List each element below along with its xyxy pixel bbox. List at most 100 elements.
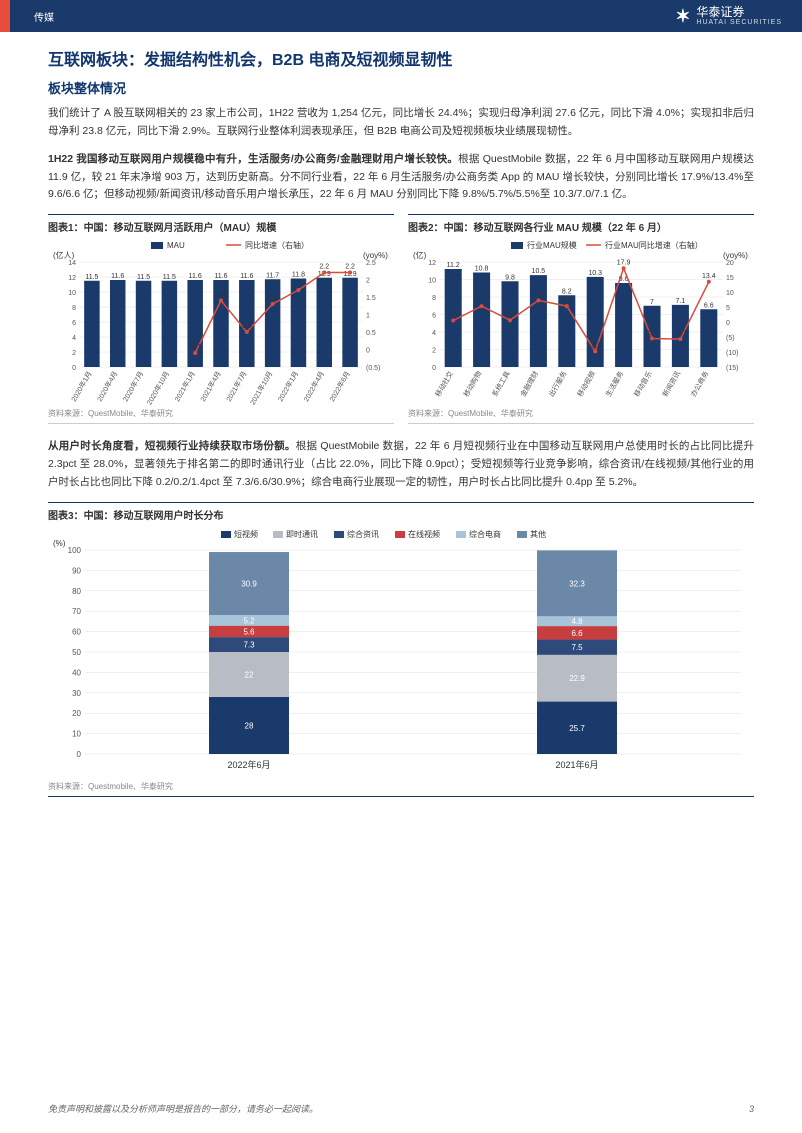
svg-text:10.3: 10.3: [588, 270, 602, 277]
svg-text:移动购物: 移动购物: [462, 370, 484, 399]
svg-text:40: 40: [72, 668, 81, 677]
svg-text:14: 14: [68, 260, 76, 267]
header-accent: [0, 0, 10, 32]
svg-text:20: 20: [72, 709, 81, 718]
svg-text:4: 4: [72, 335, 76, 342]
svg-text:11.6: 11.6: [111, 273, 124, 280]
content: 互联网板块：发掘结构性机会，B2B 电商及短视频显韧性 板块整体情况 我们统计了…: [0, 32, 802, 797]
svg-text:0: 0: [77, 750, 82, 759]
svg-text:(10): (10): [726, 350, 738, 357]
svg-text:10: 10: [726, 290, 734, 297]
svg-text:综合电商: 综合电商: [469, 529, 501, 539]
svg-text:2021年4月: 2021年4月: [198, 370, 223, 403]
svg-text:20: 20: [726, 260, 734, 267]
svg-text:2020年10月: 2020年10月: [145, 370, 171, 406]
svg-text:系统工具: 系统工具: [490, 370, 512, 399]
svg-text:2022年6月: 2022年6月: [227, 759, 270, 770]
svg-text:-5.5: -5.5: [646, 330, 658, 337]
header-bar: 传媒 ✶ 华泰证券 HUATAI SECURITIES: [0, 0, 802, 32]
svg-text:11.8: 11.8: [292, 272, 305, 279]
svg-text:2020年7月: 2020年7月: [121, 370, 146, 403]
svg-text:0: 0: [72, 365, 76, 372]
svg-text:2020年1月: 2020年1月: [69, 370, 94, 403]
svg-text:2021年6月: 2021年6月: [555, 759, 598, 770]
svg-text:11.5: 11.5: [163, 274, 176, 281]
svg-text:同比增速（右轴）: 同比增速（右轴）: [245, 240, 309, 250]
disclaimer: 免责声明和披露以及分析师声明是报告的一部分，请务必一起阅读。: [48, 1102, 318, 1115]
brand-name: 华泰证券: [696, 6, 782, 19]
chart2-col: 图表2：中国：移动互联网各行业 MAU 规模（22 年 6 月） 行业MAU规模…: [408, 214, 754, 434]
svg-text:(yoy%): (yoy%): [723, 251, 748, 260]
chart1-source: 资料来源：QuestMobile、华泰研究: [48, 405, 394, 424]
chart2-source: 资料来源：QuestMobile、华泰研究: [408, 405, 754, 424]
svg-text:6.6: 6.6: [704, 302, 714, 309]
chart3-source: 资料来源：Questmobile、华泰研究: [48, 778, 754, 797]
svg-text:17.9: 17.9: [617, 260, 631, 267]
chart2: 行业MAU规模行业MAU同比增速（右轴）(亿)(yoy%)024681012(1…: [408, 240, 754, 405]
svg-text:(0.5): (0.5): [366, 365, 380, 372]
svg-text:70: 70: [72, 607, 81, 616]
svg-text:90: 90: [72, 566, 81, 575]
svg-text:MAU: MAU: [167, 241, 185, 250]
p3-lead: 从用户时长角度看，短视频行业持续获取市场份额。: [48, 440, 296, 452]
svg-text:1.4: 1.4: [216, 292, 226, 299]
svg-text:生活服务: 生活服务: [604, 370, 626, 399]
svg-text:1.7: 1.7: [294, 281, 304, 288]
chart-row-1: 图表1：中国：移动互联网月活跃用户（MAU）规模 MAU 同比增速（右轴） (亿人)…: [48, 214, 754, 434]
svg-text:5: 5: [726, 305, 730, 312]
chart2-title: 图表2：中国：移动互联网各行业 MAU 规模（22 年 6 月）: [408, 214, 754, 234]
svg-text:11.6: 11.6: [214, 273, 227, 280]
svg-text:11.6: 11.6: [189, 273, 202, 280]
svg-text:-9.8: -9.8: [589, 343, 601, 350]
svg-text:8: 8: [432, 295, 436, 302]
svg-text:1.5: 1.5: [366, 295, 376, 302]
svg-text:移动社交: 移动社交: [433, 370, 455, 399]
svg-text:7.5: 7.5: [571, 643, 583, 652]
svg-text:50: 50: [72, 648, 81, 657]
svg-text:5.3: 5.3: [562, 297, 572, 304]
svg-text:(亿人): (亿人): [53, 250, 75, 260]
svg-text:(5): (5): [726, 335, 735, 342]
svg-text:0.5: 0.5: [242, 323, 252, 330]
svg-text:0: 0: [726, 320, 730, 327]
svg-text:11.5: 11.5: [85, 274, 98, 281]
svg-text:22: 22: [245, 670, 254, 679]
chart2-title-text: 中国：移动互联网各行业 MAU 规模（22 年 6 月）: [444, 223, 667, 234]
svg-text:出行服务: 出行服务: [547, 370, 569, 399]
svg-text:6.6: 6.6: [571, 629, 583, 638]
svg-text:在线视频: 在线视频: [408, 529, 440, 539]
paragraph-3: 从用户时长角度看，短视频行业持续获取市场份额。根据 QuestMobile 数据…: [48, 438, 754, 492]
svg-text:2: 2: [72, 350, 76, 357]
chart1: MAU同比增速（右轴）(亿人)(yoy%)02468101214(0.5)00.…: [48, 240, 394, 405]
page: 传媒 ✶ 华泰证券 HUATAI SECURITIES 互联网板块：发掘结构性机…: [0, 0, 802, 1133]
svg-text:100: 100: [68, 546, 82, 555]
header-category: 传媒: [34, 9, 54, 24]
svg-text:0: 0: [432, 365, 436, 372]
subsection-title: 板块整体情况: [48, 78, 754, 97]
svg-text:综合资讯: 综合资讯: [347, 529, 379, 539]
svg-text:10.8: 10.8: [475, 266, 489, 273]
svg-text:金融理财: 金融理财: [518, 370, 540, 399]
svg-text:2021年1月: 2021年1月: [172, 370, 197, 403]
svg-text:8: 8: [72, 305, 76, 312]
chart1-title: 图表1：中国：移动互联网月活跃用户（MAU）规模: [48, 214, 394, 234]
p2-lead: 1H22 我国移动互联网用户规模稳中有升，生活服务/办公商务/金融理财用户增长较…: [48, 153, 458, 165]
svg-text:行业MAU同比增速（右轴）: 行业MAU同比增速（右轴）: [605, 240, 703, 250]
svg-text:60: 60: [72, 627, 81, 636]
svg-text:0.6: 0.6: [505, 311, 515, 318]
svg-text:10: 10: [68, 290, 76, 297]
svg-text:移动音乐: 移动音乐: [632, 370, 654, 399]
svg-text:2022年6月: 2022年6月: [327, 370, 352, 403]
logo-icon: ✶: [675, 6, 690, 27]
svg-text:短视频: 短视频: [234, 529, 258, 539]
svg-text:7.1: 7.1: [676, 298, 686, 305]
svg-text:30: 30: [72, 689, 81, 698]
svg-text:5.3: 5.3: [477, 297, 487, 304]
brand-name-en: HUATAI SECURITIES: [696, 19, 782, 27]
paragraph-1: 我们统计了 A 股互联网相关的 23 家上市公司，1H22 营收为 1,254 …: [48, 105, 754, 141]
svg-text:2021年10月: 2021年10月: [248, 370, 274, 406]
svg-text:(15): (15): [726, 365, 738, 372]
svg-text:-5.7: -5.7: [674, 330, 686, 337]
svg-text:2022年1月: 2022年1月: [276, 370, 301, 403]
svg-text:6: 6: [432, 313, 436, 320]
